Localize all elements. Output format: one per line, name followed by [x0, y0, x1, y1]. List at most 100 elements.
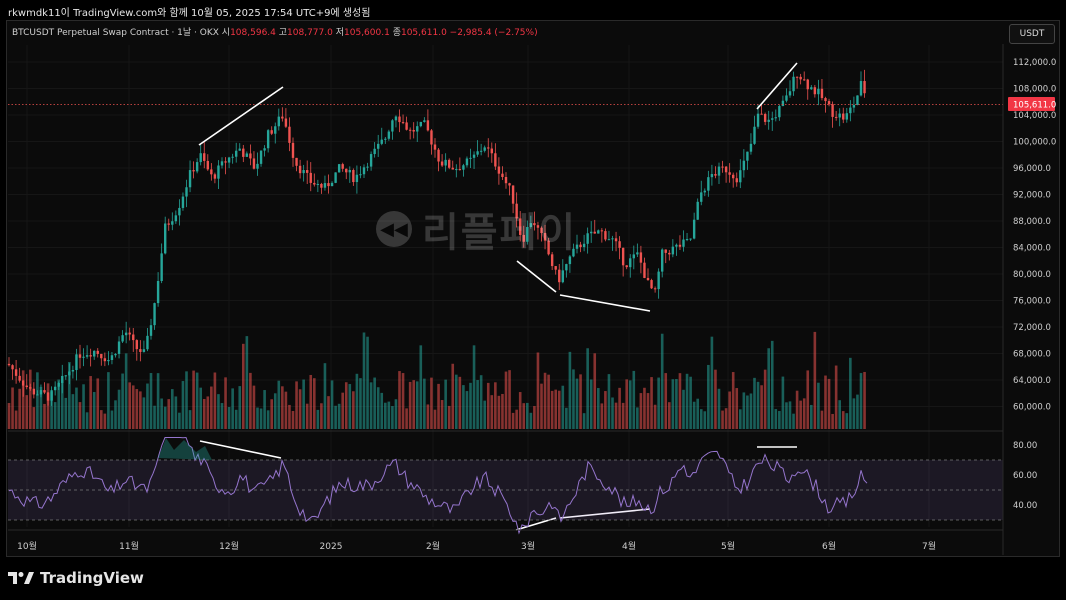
candle-body [703, 190, 706, 193]
candle-body [469, 157, 472, 159]
candle-body [529, 223, 533, 228]
volume-bar [678, 373, 682, 429]
symbol-legend[interactable]: BTCUSDT Perpetual Swap Contract · 1날 · O… [12, 25, 538, 38]
candle-body [735, 178, 738, 183]
candle-body [746, 151, 749, 161]
volume-bar [462, 385, 465, 429]
price-axis-label: 60,000.0 [1013, 403, 1051, 413]
volume-bar [231, 388, 234, 429]
time-axis-label: 10월 [17, 540, 37, 552]
candle-body [604, 231, 607, 240]
volume-bar [593, 353, 597, 429]
candle-body [696, 201, 699, 220]
volume-bar [135, 389, 139, 429]
candle-body [849, 107, 852, 114]
volume-bar [401, 373, 405, 429]
candle-body [519, 218, 522, 235]
candle-body [103, 358, 107, 362]
candle-body [497, 166, 501, 174]
time-axis-label: 12월 [219, 540, 239, 552]
candle-body [362, 167, 366, 175]
symbol-name[interactable]: BTCUSDT Perpetual Swap Contract · 1날 · O… [12, 28, 219, 38]
volume-bar [398, 371, 401, 429]
volume-bar [650, 377, 653, 429]
volume-bar [387, 401, 391, 429]
candle-body [689, 238, 692, 240]
candle-body [639, 252, 643, 263]
candle-body [309, 172, 312, 183]
volume-bar [408, 381, 412, 429]
candle-body [124, 332, 128, 336]
candle-body [838, 113, 841, 118]
volume-bar [153, 405, 156, 429]
candle-body [341, 164, 344, 169]
volume-bar [128, 382, 131, 429]
volume-bar [778, 411, 781, 429]
close-label: 종 [392, 28, 401, 38]
candle-body [93, 350, 96, 357]
candle-body [732, 174, 735, 179]
volume-bar [831, 413, 834, 429]
candle-body [110, 355, 114, 360]
candle-body [767, 119, 770, 122]
volume-bar [359, 378, 362, 429]
price-axis-label: 100,000.0 [1013, 138, 1056, 148]
volume-bar [582, 413, 586, 429]
candle-body [235, 150, 238, 157]
volume-bar [344, 382, 348, 429]
watermark-logo-icon: ◀◀ [376, 211, 412, 247]
volume-bar [440, 400, 444, 429]
volume-bar [96, 378, 100, 429]
volume-bar [469, 382, 472, 429]
volume-bar [192, 370, 195, 429]
volume-bar [302, 379, 305, 429]
volume-bar [50, 391, 53, 429]
volume-bar [391, 406, 394, 429]
volume-bar [675, 379, 678, 429]
trendline [756, 62, 798, 110]
candle-body [416, 126, 419, 132]
volume-bar [309, 374, 313, 429]
volume-bar [589, 379, 593, 429]
volume-bar [270, 399, 273, 429]
candle-body [582, 243, 586, 248]
volume-bar [75, 387, 78, 429]
volume-bar [341, 392, 344, 429]
candle-body [252, 158, 256, 169]
candle-body [224, 161, 227, 163]
volume-bar [739, 409, 742, 429]
trendline [199, 440, 282, 459]
volume-bar [284, 391, 288, 429]
volume-bar [64, 397, 68, 429]
candle-body [824, 98, 827, 102]
candle-body [586, 233, 589, 244]
price-axis-label: 64,000.0 [1013, 376, 1051, 386]
volume-bar [856, 394, 859, 429]
volume-bar [348, 384, 352, 429]
candle-body [39, 390, 43, 395]
price-badge: 105,611.0 [1013, 101, 1056, 111]
price-axis-label: 84,000.0 [1013, 244, 1051, 254]
volume-bar [107, 372, 110, 429]
candle-body [29, 387, 32, 389]
candle-body [664, 249, 667, 253]
footer-logo[interactable]: TradingView [8, 569, 144, 587]
candle-body [661, 249, 664, 272]
candle-body [526, 227, 529, 242]
chart-frame[interactable] [6, 20, 1060, 557]
currency-button[interactable]: USDT [1009, 24, 1055, 44]
candlesticks [7, 69, 1003, 406]
candle-body [675, 244, 678, 247]
volume-bar [46, 383, 50, 429]
volume-bar [25, 395, 29, 429]
volume-bar [824, 375, 827, 429]
volume-bar [834, 365, 838, 429]
candle-body [391, 120, 394, 132]
volume-bar [859, 373, 863, 429]
volume-bar [479, 375, 483, 429]
candle-body [472, 154, 476, 158]
candle-body [827, 101, 831, 105]
volume-bar [703, 411, 707, 429]
volume-bar [78, 402, 82, 429]
